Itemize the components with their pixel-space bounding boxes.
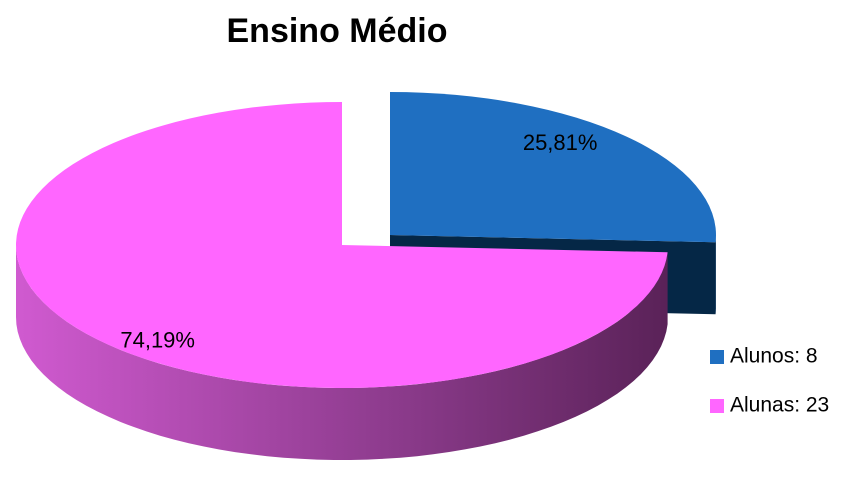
legend-label: Alunas: 23: [730, 394, 829, 417]
slice: [390, 92, 716, 243]
data-label: 74,19%: [120, 328, 195, 353]
legend-label: Alunos: 8: [730, 345, 818, 368]
legend-swatch: [710, 399, 724, 413]
data-label: 25,81%: [523, 130, 598, 155]
chart-title: Ensino Médio: [227, 12, 448, 50]
slice: [15, 102, 668, 388]
legend-swatch: [710, 350, 724, 364]
slice-side: [16, 245, 668, 460]
